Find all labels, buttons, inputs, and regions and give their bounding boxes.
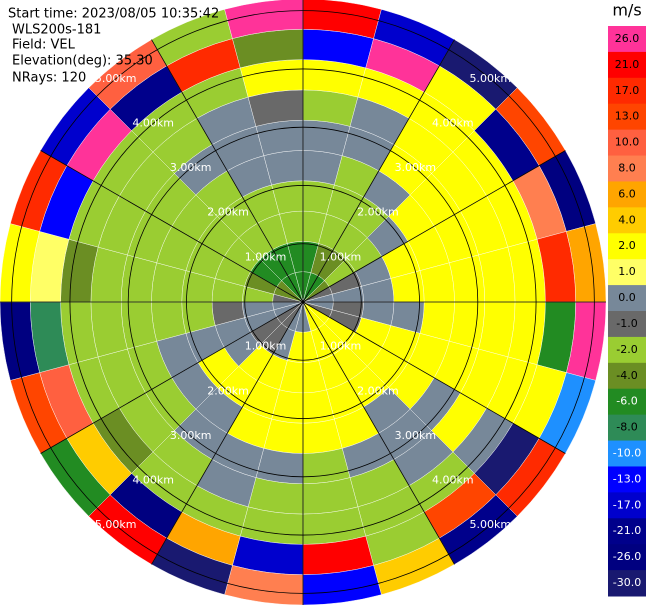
range-label: 3.00km [170, 429, 212, 442]
colorbar-label: -1.0 [616, 317, 637, 330]
colorbar-label: -17.0 [613, 498, 641, 511]
range-label: 1.00km [320, 250, 362, 263]
range-label: 4.00km [132, 116, 174, 129]
colorbar-box [608, 26, 646, 53]
colorbar-label: 1.0 [618, 265, 636, 278]
header-line: Field: VEL [12, 38, 76, 53]
colorbar-label: 17.0 [615, 84, 640, 97]
header-line: Start time: 2023/08/05 10:35:42 [8, 7, 219, 22]
colorbar-box [608, 466, 646, 493]
header-line: Elevation(deg): 35.30 [12, 54, 153, 69]
cell [120, 301, 157, 350]
colorbar-label: 8.0 [618, 162, 636, 175]
colorbar-box [608, 259, 646, 286]
range-label: 5.00km [95, 72, 137, 85]
colorbar-box [608, 336, 646, 364]
header-line: NRays: 120 [12, 71, 86, 86]
cell [449, 254, 486, 303]
colorbar-box [608, 362, 646, 390]
colorbar-label: 10.0 [615, 136, 640, 149]
range-label: 2.00km [207, 206, 249, 219]
range-ring [69, 68, 537, 536]
colorbar-label: 0.0 [618, 291, 636, 304]
range-label: 2.00km [357, 206, 399, 219]
colorbar-label: -30.0 [613, 576, 641, 589]
spoke [151, 301, 304, 565]
colorbar-label: 13.0 [615, 110, 640, 123]
colorbar-box [608, 388, 646, 416]
colorbar-box [608, 207, 646, 234]
overlay: 1.00km 1.00km 1.00km 1.00km 2.00km 2.00km 2.00… [0, 0, 606, 605]
colorbar-box [608, 492, 646, 519]
range-label: 5.00km [469, 72, 511, 85]
spoke [302, 301, 566, 454]
cell [255, 119, 304, 156]
range-label: 3.00km [395, 161, 437, 174]
spoke [40, 301, 304, 454]
range-label: 4.00km [432, 474, 474, 487]
colorbar-title: m/s [612, 1, 641, 20]
colorbar-label: -13.0 [613, 472, 641, 485]
cell [255, 448, 304, 485]
spoke [302, 39, 455, 303]
spoke [302, 150, 566, 303]
colorbar-label: -2.0 [616, 343, 637, 356]
range-label: 1.00km [245, 250, 287, 263]
colorbar-label: 26.0 [615, 32, 640, 45]
colorbar-box [608, 103, 646, 131]
range-ring [244, 243, 362, 361]
colorbar-box [608, 51, 646, 79]
range-label: 5.00km [469, 518, 511, 531]
colorbar-box [608, 518, 646, 545]
colorbar-label: -4.0 [616, 369, 637, 382]
colorbar-box [608, 181, 646, 208]
polar-plot [0, 0, 607, 606]
header-line: WLS200s-181 [12, 23, 101, 38]
colorbar-box [608, 414, 646, 442]
cell [120, 254, 157, 303]
range-label: 4.00km [432, 116, 474, 129]
colorbar-label: 21.0 [615, 58, 640, 71]
cell [302, 448, 351, 485]
colorbar-box [608, 544, 646, 571]
colorbar-label: 6.0 [618, 187, 636, 200]
range-ring [127, 126, 479, 478]
range-label: 2.00km [207, 384, 249, 397]
colorbar-label: -26.0 [613, 550, 641, 563]
range-label: 1.00km [245, 340, 287, 353]
colorbar-label: -6.0 [616, 395, 637, 408]
colorbar-label: 2.0 [618, 239, 636, 252]
colorbar-box [608, 570, 646, 597]
colorbar-label: 4.0 [618, 213, 636, 226]
colorbar-label: -8.0 [616, 421, 637, 434]
range-ring [186, 185, 420, 419]
colorbar-box [608, 155, 646, 182]
range-label: 3.00km [395, 429, 437, 442]
colorbar-label: -10.0 [613, 447, 641, 460]
colorbar-box [608, 129, 646, 157]
cell [449, 301, 486, 350]
range-label: 3.00km [170, 161, 212, 174]
cell [302, 119, 351, 156]
colorbar-box [608, 77, 646, 105]
colorbar-box [608, 440, 646, 467]
range-label: 4.00km [132, 474, 174, 487]
range-label: 5.00km [95, 518, 137, 531]
spoke [151, 39, 304, 303]
colorbar-box [608, 233, 646, 260]
colorbar-box [608, 311, 646, 338]
spoke [40, 150, 304, 303]
spoke [302, 301, 455, 565]
range-ring [11, 10, 595, 594]
colorbar-box [608, 285, 646, 312]
range-label: 2.00km [357, 384, 399, 397]
range-label: 1.00km [320, 340, 362, 353]
colorbar-label: -21.0 [613, 524, 641, 537]
